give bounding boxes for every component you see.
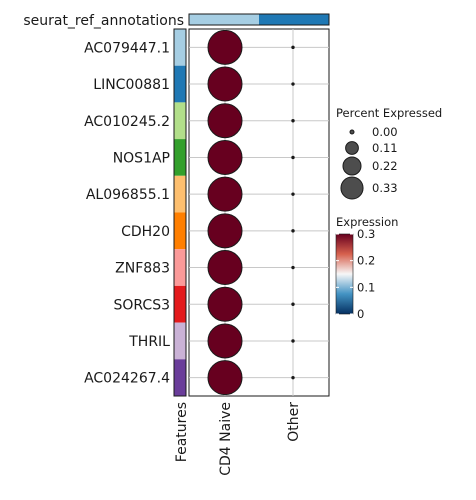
group-annotation-bar (188, 13, 330, 26)
dot (207, 103, 243, 139)
feature-strip-cell (174, 102, 186, 140)
size-legend-dot (349, 129, 355, 135)
gene-label: AC024267.4 (84, 371, 170, 387)
dot (207, 213, 243, 249)
dot (291, 119, 295, 123)
color-legend-title: Expression (336, 215, 398, 229)
gene-labels: AC079447.1 LINC00881 AC010245.2 NOS1AP AL096… (84, 40, 170, 386)
color-legend-ticks: 0 0.1 0.2 0.3 (336, 227, 375, 321)
dot (291, 265, 295, 270)
features-axis-label: Features (174, 402, 190, 462)
gene-label: ZNF883 (115, 261, 170, 277)
feature-strip-cell (174, 29, 186, 66)
color-legend-label: 0.3 (357, 227, 375, 241)
gene-label: SORCS3 (113, 297, 170, 313)
group-label: Other (286, 402, 302, 442)
dot (291, 155, 295, 160)
gene-label: AL096855.1 (86, 187, 170, 203)
group-label: CD4 Naive (218, 402, 234, 476)
feature-strip-cell (174, 249, 186, 286)
color-legend-label: 0.2 (357, 254, 375, 268)
color-legend-label: 0 (357, 307, 364, 321)
dot (207, 29, 243, 65)
dot (291, 192, 295, 196)
feature-strip-cell (174, 359, 186, 396)
color-legend-label: 0.1 (357, 280, 375, 294)
feature-strip-cell (174, 65, 186, 103)
dot (291, 302, 295, 306)
annotation-label: seurat_ref_annotations (23, 13, 184, 29)
annotation-bar-border (188, 13, 330, 26)
feature-annotation-strip (174, 29, 186, 396)
dot (207, 250, 243, 286)
feature-strip-cell (174, 212, 186, 250)
feature-strip-cell (174, 285, 186, 323)
feature-strip-cell (174, 322, 186, 360)
dot (207, 360, 243, 396)
size-legend-dot (345, 141, 359, 155)
group-labels: CD4 Naive Other (218, 402, 302, 476)
gene-label: CDH20 (121, 224, 170, 240)
feature-strip-cell (174, 175, 186, 213)
dot (207, 139, 243, 175)
dot (207, 176, 243, 212)
size-legend-label: 0.11 (372, 141, 398, 155)
feature-strip-border (173, 28, 187, 397)
gene-label: LINC00881 (93, 77, 170, 93)
dot (291, 82, 295, 86)
dot (207, 66, 243, 102)
dot (291, 229, 295, 233)
dot (207, 323, 243, 359)
gene-label: THRIL (128, 334, 170, 350)
gene-label: NOS1AP (113, 150, 170, 166)
dots (207, 29, 295, 396)
size-legend: 0.00 0.11 0.22 0.33 (340, 125, 398, 200)
annotation-segment-0 (189, 14, 259, 25)
size-legend-dot (340, 176, 364, 200)
size-legend-title: Percent Expressed (336, 106, 442, 120)
gene-label: AC079447.1 (84, 40, 170, 56)
annotation-segment-1 (259, 14, 329, 25)
size-legend-label: 0.22 (372, 159, 398, 173)
size-legend-label: 0.33 (372, 181, 398, 195)
dot (291, 375, 295, 380)
color-legend-bar (335, 233, 354, 315)
size-legend-dot (342, 156, 362, 176)
feature-strip-cell (174, 139, 186, 176)
dot (207, 286, 243, 322)
dot (291, 45, 295, 50)
gene-label: AC010245.2 (84, 114, 170, 130)
dot (291, 339, 295, 343)
size-legend-label: 0.00 (372, 125, 398, 139)
